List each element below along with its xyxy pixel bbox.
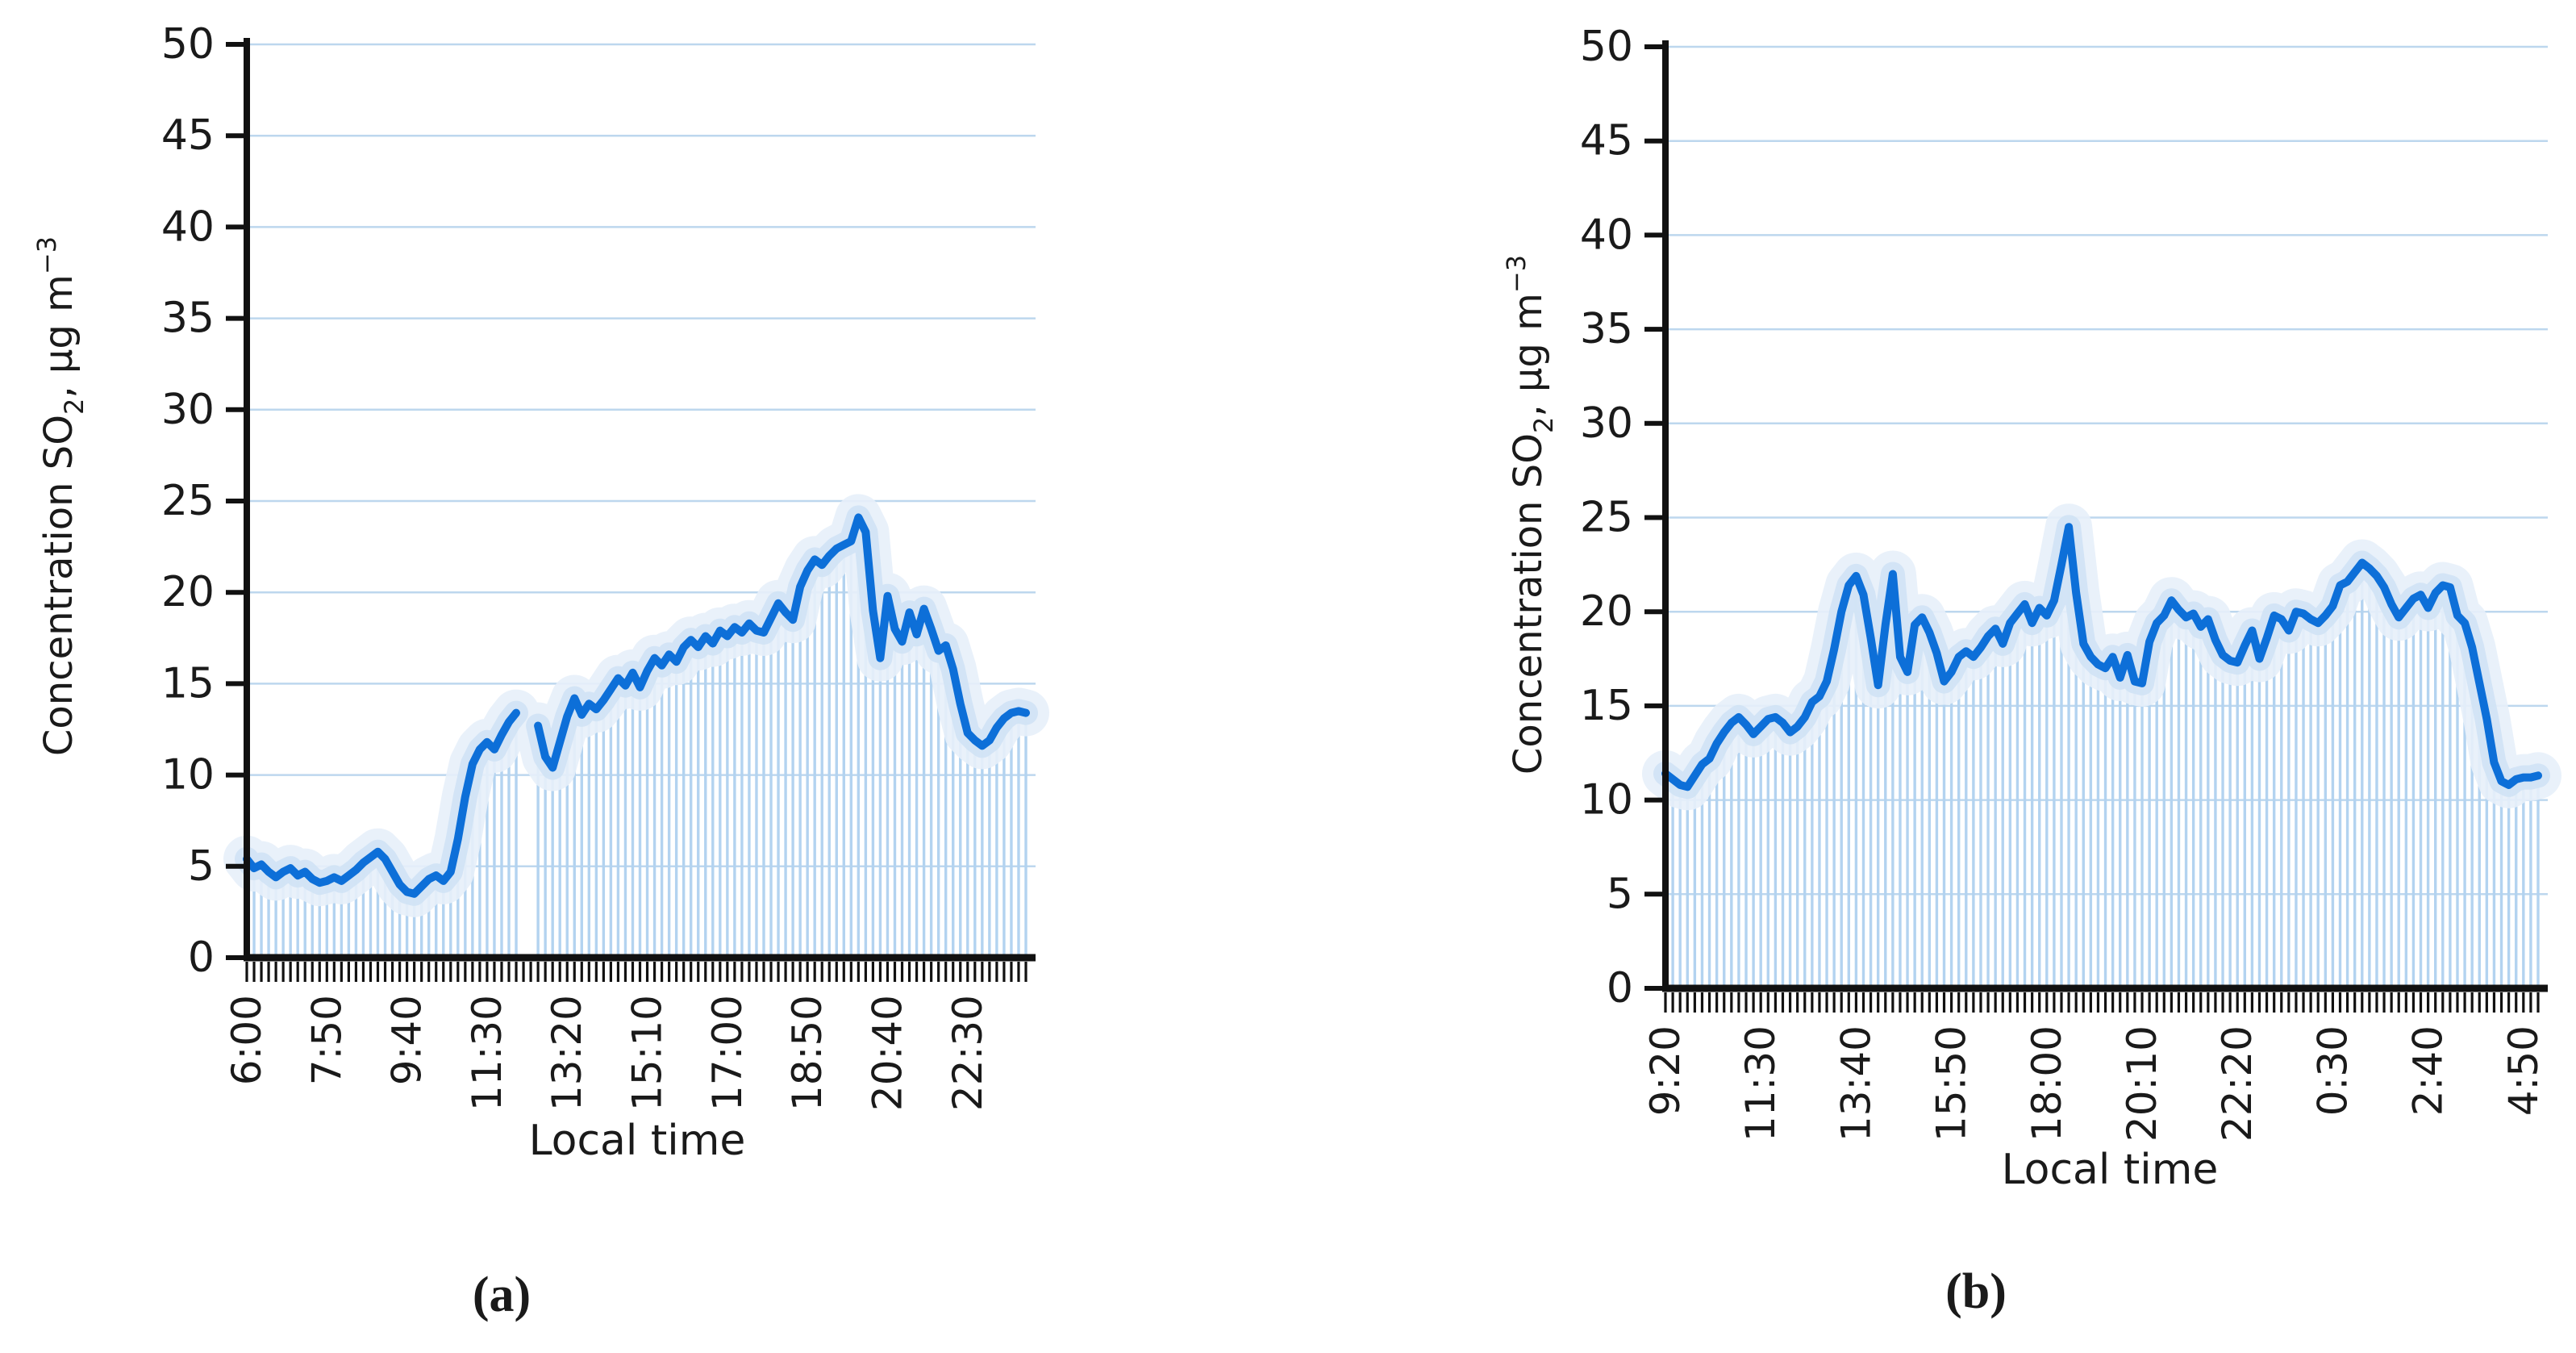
y-tick-label: 15	[161, 659, 215, 708]
x-tick-label: 9:40	[384, 995, 431, 1085]
y-tick-label: 50	[161, 20, 215, 69]
y-tick-label: 45	[161, 111, 215, 160]
y-tick-label: 5	[1607, 870, 1633, 918]
x-tick-label: 9:20	[1642, 1025, 1689, 1116]
y-tick-label: 40	[1580, 211, 1633, 259]
x-tick-label: 4:50	[2500, 1025, 2547, 1116]
y-tick-label: 50	[1580, 23, 1633, 71]
y-tick-label: 15	[1580, 682, 1633, 730]
y-tick-label: 25	[161, 477, 215, 525]
x-tick-label: 7:50	[303, 995, 350, 1085]
y-tick-label: 30	[161, 386, 215, 434]
y-tick-label: 40	[161, 203, 215, 251]
y-tick-label: 30	[1580, 399, 1633, 448]
x-tick-label: 18:00	[2024, 1025, 2070, 1142]
y-tick-label: 5	[188, 842, 215, 891]
x-tick-label: 22:30	[944, 995, 991, 1111]
x-tick-label: 11:30	[464, 995, 511, 1111]
x-tick-label: 15:50	[1928, 1025, 1975, 1142]
x-tick-label: 6:00	[223, 995, 270, 1085]
y-tick-label: 35	[161, 294, 215, 343]
y-tick-label: 0	[188, 933, 215, 982]
x-tick-label: 15:10	[624, 995, 671, 1111]
y-axis-title-b-sub: 2	[1528, 416, 1559, 433]
y-axis-title-a-sub: 2	[59, 398, 90, 415]
x-tick-label: 20:40	[864, 995, 911, 1111]
x-axis-title-b: Local time	[2001, 1146, 2219, 1194]
y-axis-title-a-prefix: Concentration SO	[36, 415, 81, 757]
x-tick-label: 13:20	[544, 995, 590, 1111]
y-tick-label: 45	[1580, 117, 1633, 165]
y-tick-label: 25	[1580, 494, 1633, 542]
y-axis-title-b-mid: , μg m	[1506, 293, 1551, 417]
y-axis-title-a-mid: , μg m	[36, 274, 81, 399]
x-axis-title-a: Local time	[528, 1117, 746, 1165]
y-tick-label: 10	[161, 751, 215, 800]
y-axis-title-b: Concentration SO2, μg m−3	[1487, 144, 1559, 886]
x-tick-label: 22:20	[2214, 1025, 2261, 1142]
series-line	[243, 513, 1030, 898]
y-axis-title-b-sup: −3	[1501, 254, 1532, 294]
x-tick-label: 20:10	[2119, 1025, 2165, 1142]
caption-a: (a)	[472, 1267, 531, 1322]
y-tick-label: 0	[1607, 964, 1633, 1013]
x-tick-label: 2:40	[2405, 1025, 2452, 1116]
caption-b: (b)	[1945, 1264, 2007, 1319]
y-tick-label: 10	[1580, 776, 1633, 825]
x-tick-label: 11:30	[1737, 1025, 1784, 1142]
y-tick-label: 35	[1580, 305, 1633, 353]
x-tick-label: 18:50	[784, 995, 831, 1111]
x-tick-label: 17:00	[704, 995, 751, 1111]
series-line	[1661, 523, 2542, 791]
x-tick-label: 13:40	[1832, 1025, 1879, 1142]
y-axis-title-a: Concentration SO2, μg m−3	[18, 125, 90, 867]
y-tick-label: 20	[161, 568, 215, 616]
x-tick-label: 0:30	[2309, 1025, 2356, 1116]
y-axis-title-a-sup: −3	[31, 236, 62, 275]
y-tick-label: 20	[1580, 587, 1633, 636]
y-axis-title-b-prefix: Concentration SO	[1506, 433, 1551, 775]
